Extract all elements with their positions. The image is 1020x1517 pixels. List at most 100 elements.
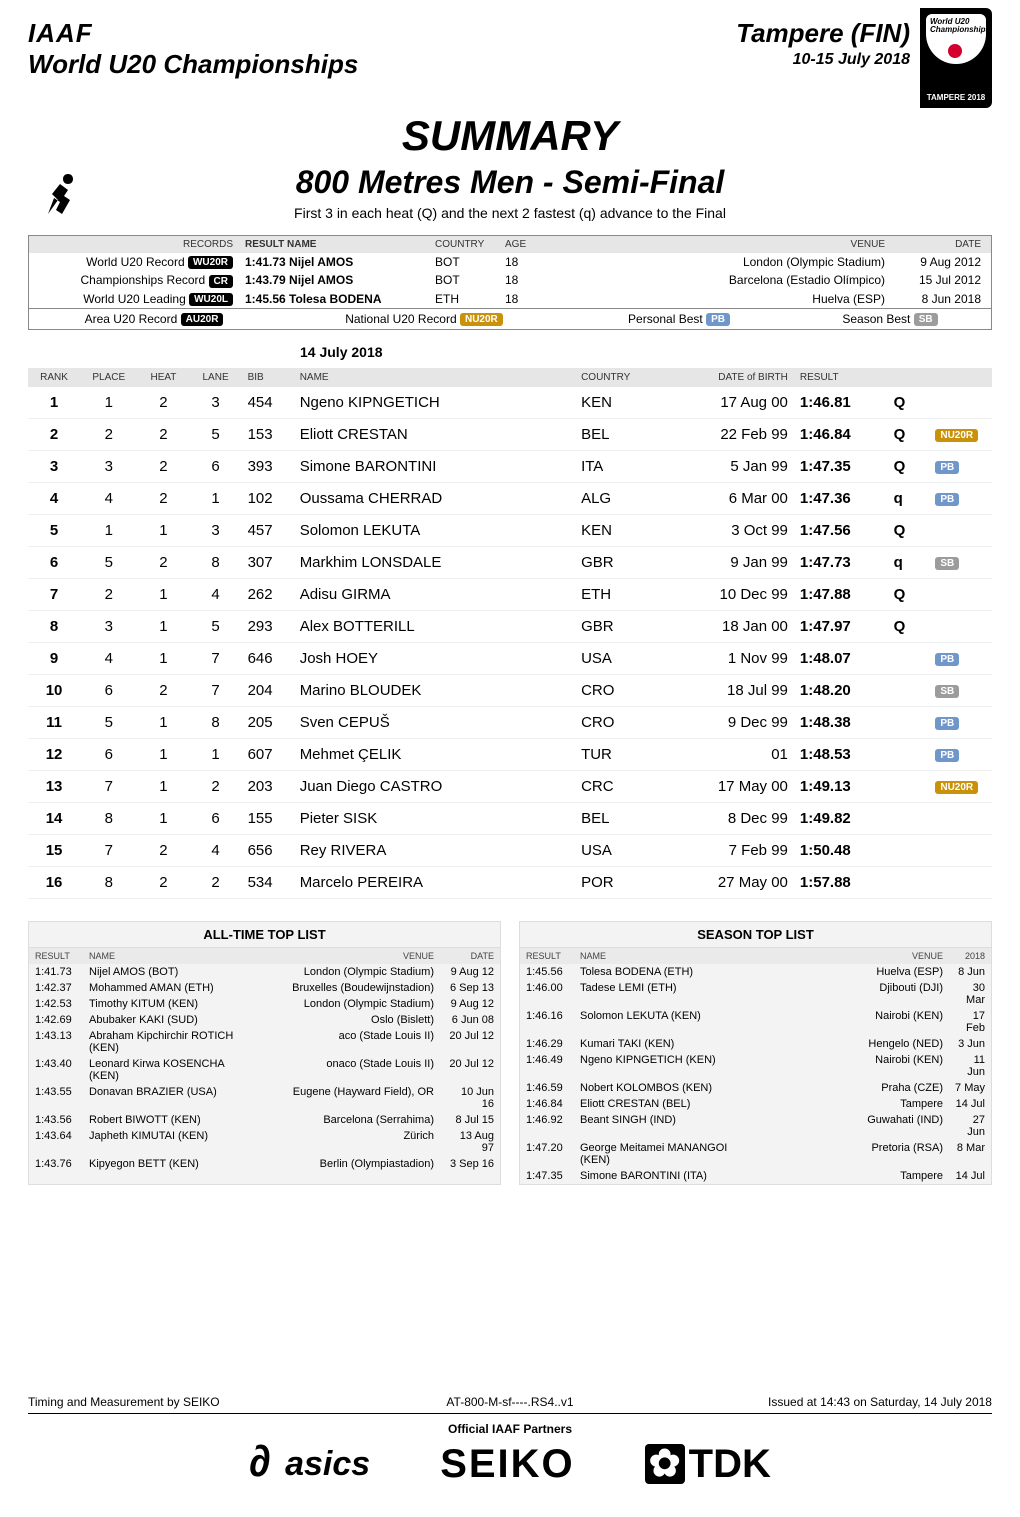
cell-country: TUR — [575, 739, 669, 771]
at-date: 20 Jul 12 — [440, 1028, 500, 1056]
result-badge: NU20R — [935, 429, 978, 442]
at-result: 1:42.53 — [29, 996, 83, 1012]
season-list: SEASON TOP LIST RESULT NAME VENUE 2018 1… — [519, 921, 992, 1185]
at-name: Abubaker KAKI (SUD) — [83, 1012, 250, 1028]
at-date: 10 Jun 16 — [440, 1084, 500, 1112]
bottom-lists: ALL-TIME TOP LIST RESULT NAME VENUE DATE… — [28, 921, 992, 1185]
cell-result: 1:49.82 — [794, 803, 888, 835]
list-item: 1:46.00Tadese LEMI (ETH)Djibouti (DJI)30… — [520, 980, 991, 1008]
cell-bib: 102 — [242, 483, 294, 515]
record-date: 8 Jun 2018 — [891, 290, 991, 308]
s-result: 1:47.35 — [520, 1168, 574, 1184]
s-hdr-name: NAME — [574, 948, 759, 964]
cell-result: 1:57.88 — [794, 867, 888, 899]
cell-country: KEN — [575, 515, 669, 547]
cell-qualify — [888, 675, 930, 707]
cell-qualify: q — [888, 483, 930, 515]
footer-info-row: Timing and Measurement by SEIKO AT-800-M… — [28, 1395, 992, 1414]
page-header: IAAF World U20 Championships Tampere (FI… — [0, 0, 1020, 108]
cell-name: Marino BLOUDEK — [294, 675, 575, 707]
list-item: 1:46.92Beant SINGH (IND)Guwahati (IND)27… — [520, 1112, 991, 1140]
cell-name: Markhim LONSDALE — [294, 547, 575, 579]
s-result: 1:46.84 — [520, 1096, 574, 1112]
s-hdr-result: RESULT — [520, 948, 574, 964]
cell-country: ETH — [575, 579, 669, 611]
cell-place: 7 — [80, 771, 137, 803]
cell-dob: 22 Feb 99 — [669, 419, 794, 451]
record-venue: London (Olympic Stadium) — [559, 253, 891, 271]
cell-country: CRO — [575, 707, 669, 739]
cell-bib: 205 — [242, 707, 294, 739]
cell-place: 3 — [80, 611, 137, 643]
list-item: 1:42.37Mohammed AMAN (ETH)Bruxelles (Bou… — [29, 980, 500, 996]
s-date: 30 Mar — [949, 980, 991, 1008]
at-name: Kipyegon BETT (KEN) — [83, 1156, 250, 1172]
cell-badge: PB — [929, 739, 992, 771]
record-age: 18 — [499, 290, 559, 308]
s-name: Solomon LEKUTA (KEN) — [574, 1008, 759, 1036]
cell-result: 1:48.53 — [794, 739, 888, 771]
records-footer-row: Area U20 Record AU20R National U20 Recor… — [29, 308, 991, 329]
cell-lane: 5 — [190, 419, 242, 451]
cell-place: 5 — [80, 707, 137, 739]
cell-lane: 8 — [190, 707, 242, 739]
event-location: Tampere (FIN) — [736, 18, 910, 49]
cell-badge: PB — [929, 451, 992, 483]
cell-lane: 5 — [190, 611, 242, 643]
th-bib: BIB — [242, 368, 294, 387]
list-item: 1:42.69Abubaker KAKI (SUD)Oslo (Bislett)… — [29, 1012, 500, 1028]
records-box: RECORDS RESULT NAME COUNTRY AGE VENUE DA… — [28, 235, 992, 330]
s-name: Tadese LEMI (ETH) — [574, 980, 759, 1008]
rec-foot-1: Area U20 Record AU20R — [29, 309, 279, 329]
record-badge: WU20L — [189, 293, 233, 306]
cell-rank: 6 — [28, 547, 80, 579]
list-item: 1:46.29Kumari TAKI (KEN)Hengelo (NED)3 J… — [520, 1036, 991, 1052]
list-item: 1:46.16Solomon LEKUTA (KEN)Nairobi (KEN)… — [520, 1008, 991, 1036]
cell-place: 5 — [80, 547, 137, 579]
s-result: 1:46.00 — [520, 980, 574, 1008]
cell-rank: 1 — [28, 387, 80, 419]
list-item: 1:46.84Eliott CRESTAN (BEL)Tampere14 Jul — [520, 1096, 991, 1112]
result-badge: PB — [935, 461, 959, 474]
rec-foot-3-badge: PB — [706, 313, 730, 326]
cell-country: USA — [575, 643, 669, 675]
cell-rank: 16 — [28, 867, 80, 899]
record-label: World U20 Record WU20R — [29, 253, 239, 271]
s-venue: Guwahati (IND) — [759, 1112, 949, 1140]
cell-country: ALG — [575, 483, 669, 515]
federation-name: IAAF — [28, 18, 736, 49]
s-venue: Nairobi (KEN) — [759, 1008, 949, 1036]
cell-rank: 14 — [28, 803, 80, 835]
record-label: World U20 Leading WU20L — [29, 290, 239, 308]
s-date: 8 Mar — [949, 1140, 991, 1168]
cell-qualify: Q — [888, 451, 930, 483]
championship-logo-icon: World U20Championships — [920, 8, 992, 108]
cell-result: 1:49.13 — [794, 771, 888, 803]
cell-name: Pieter SISK — [294, 803, 575, 835]
cell-name: Rey RIVERA — [294, 835, 575, 867]
event-title-block: 800 Metres Men - Semi-Final First 3 in e… — [84, 164, 936, 221]
cell-rank: 4 — [28, 483, 80, 515]
cell-badge — [929, 515, 992, 547]
cell-rank: 3 — [28, 451, 80, 483]
cell-badge — [929, 803, 992, 835]
cell-lane: 3 — [190, 515, 242, 547]
record-venue: Barcelona (Estadio Olímpico) — [559, 271, 891, 289]
record-date: 9 Aug 2012 — [891, 253, 991, 271]
s-name: Beant SINGH (IND) — [574, 1112, 759, 1140]
footer-logos: asics SEIKO TDK — [28, 1442, 992, 1517]
at-hdr-name: NAME — [83, 948, 250, 964]
cell-heat: 2 — [137, 387, 189, 419]
list-item: 1:43.64Japheth KIMUTAI (KEN)Zürich13 Aug… — [29, 1128, 500, 1156]
table-row: 11518205Sven CEPUŠCRO9 Dec 991:48.38PB — [28, 707, 992, 739]
cell-heat: 1 — [137, 643, 189, 675]
at-date: 6 Sep 13 — [440, 980, 500, 996]
cell-result: 1:46.84 — [794, 419, 888, 451]
table-row: 6528307Markhim LONSDALEGBR9 Jan 991:47.7… — [28, 547, 992, 579]
record-country: BOT — [429, 271, 499, 289]
cell-place: 1 — [80, 515, 137, 547]
s-name: Eliott CRESTAN (BEL) — [574, 1096, 759, 1112]
result-badge: NU20R — [935, 781, 978, 794]
all-time-list: ALL-TIME TOP LIST RESULT NAME VENUE DATE… — [28, 921, 501, 1185]
cell-name: Juan Diego CASTRO — [294, 771, 575, 803]
